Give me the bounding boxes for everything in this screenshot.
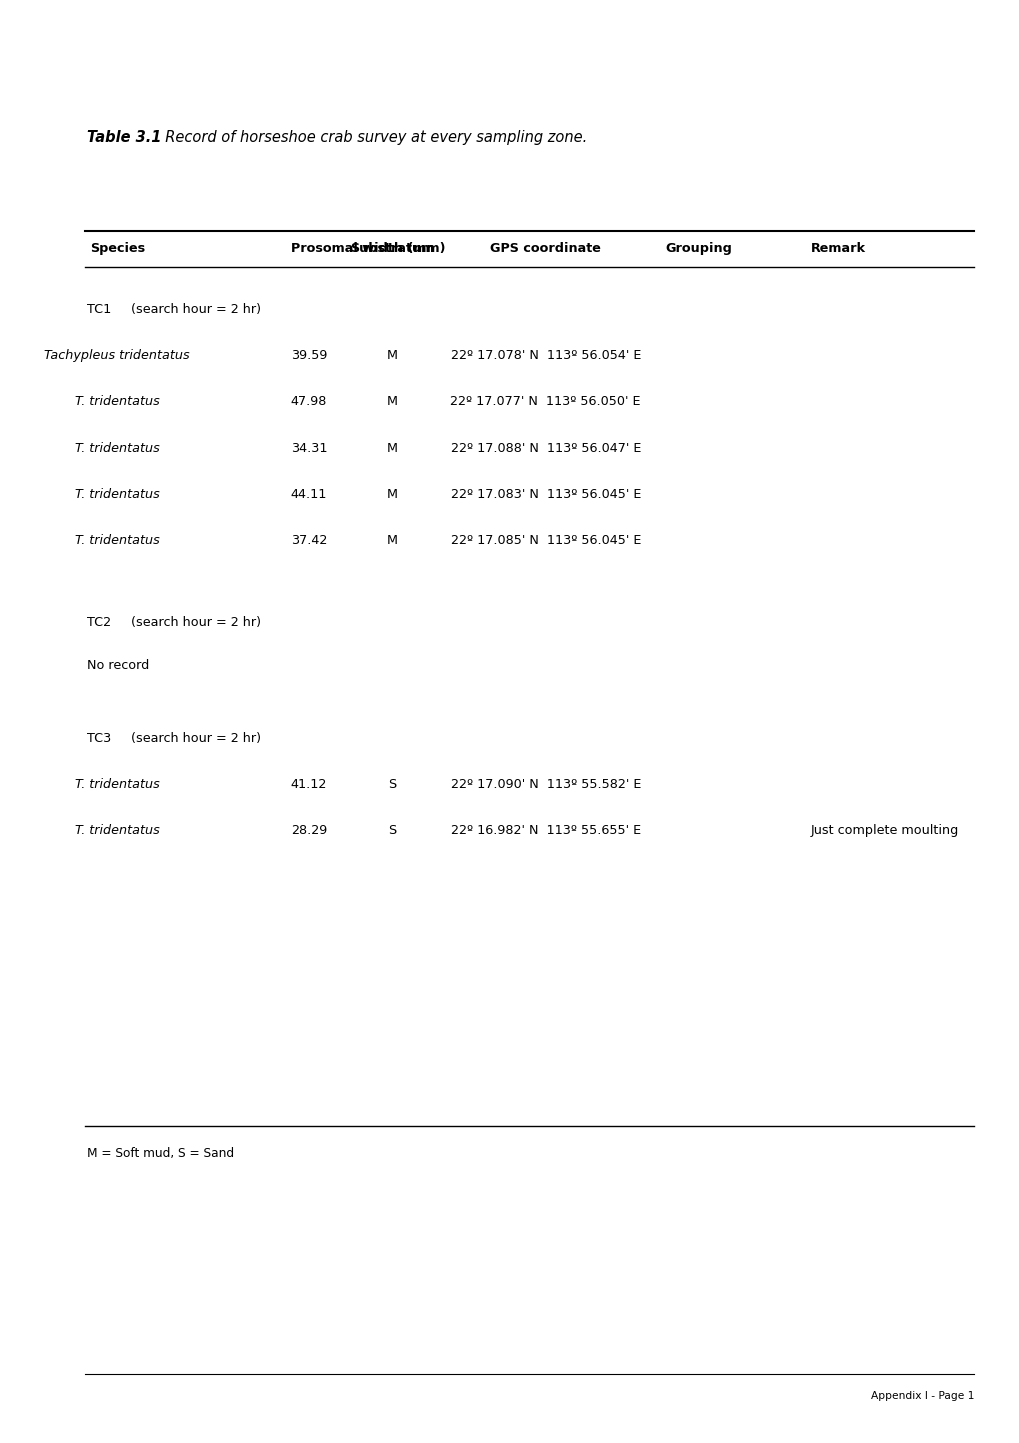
Text: 22º 17.077' N  113º 56.050' E: 22º 17.077' N 113º 56.050' E	[450, 395, 640, 408]
Text: Prosomal width (mm): Prosomal width (mm)	[290, 242, 444, 255]
Text: 22º 17.083' N  113º 56.045' E: 22º 17.083' N 113º 56.045' E	[450, 488, 640, 501]
Text: (search hour = 2 hr): (search hour = 2 hr)	[115, 732, 261, 745]
Text: . Record of horseshoe crab survey at every sampling zone.: . Record of horseshoe crab survey at eve…	[156, 130, 587, 144]
Text: (search hour = 2 hr): (search hour = 2 hr)	[115, 616, 261, 629]
Text: TC1: TC1	[87, 303, 111, 316]
Text: 37.42: 37.42	[290, 534, 327, 547]
Text: Species: Species	[90, 242, 145, 255]
Text: 22º 16.982' N  113º 55.655' E: 22º 16.982' N 113º 55.655' E	[450, 824, 640, 837]
Text: 41.12: 41.12	[290, 778, 327, 791]
Text: T. tridentatus: T. tridentatus	[74, 778, 160, 791]
Text: Just complete moulting: Just complete moulting	[810, 824, 958, 837]
Text: S: S	[388, 778, 396, 791]
Text: No record: No record	[87, 659, 149, 672]
Text: M = Soft mud, S = Sand: M = Soft mud, S = Sand	[87, 1147, 233, 1160]
Text: T. tridentatus: T. tridentatus	[74, 534, 160, 547]
Text: 39.59: 39.59	[290, 349, 327, 362]
Text: T. tridentatus: T. tridentatus	[74, 395, 160, 408]
Text: Tachypleus tridentatus: Tachypleus tridentatus	[45, 349, 190, 362]
Text: Table 3.1: Table 3.1	[87, 130, 161, 144]
Text: M: M	[387, 534, 397, 547]
Text: GPS coordinate: GPS coordinate	[490, 242, 600, 255]
Text: M: M	[387, 349, 397, 362]
Text: M: M	[387, 488, 397, 501]
Text: (search hour = 2 hr): (search hour = 2 hr)	[115, 303, 261, 316]
Text: Substratum: Substratum	[351, 242, 434, 255]
Text: T. tridentatus: T. tridentatus	[74, 442, 160, 455]
Text: TC2: TC2	[87, 616, 111, 629]
Text: 44.11: 44.11	[290, 488, 327, 501]
Text: 22º 17.078' N  113º 56.054' E: 22º 17.078' N 113º 56.054' E	[450, 349, 640, 362]
Text: Appendix I - Page 1: Appendix I - Page 1	[870, 1391, 973, 1401]
Text: TC3: TC3	[87, 732, 111, 745]
Text: Remark: Remark	[810, 242, 865, 255]
Text: Grouping: Grouping	[664, 242, 732, 255]
Text: M: M	[387, 442, 397, 455]
Text: 28.29: 28.29	[290, 824, 327, 837]
Text: 22º 17.090' N  113º 55.582' E: 22º 17.090' N 113º 55.582' E	[450, 778, 640, 791]
Text: 22º 17.085' N  113º 56.045' E: 22º 17.085' N 113º 56.045' E	[450, 534, 640, 547]
Text: 34.31: 34.31	[290, 442, 327, 455]
Text: M: M	[387, 395, 397, 408]
Text: S: S	[388, 824, 396, 837]
Text: 22º 17.088' N  113º 56.047' E: 22º 17.088' N 113º 56.047' E	[450, 442, 640, 455]
Text: T. tridentatus: T. tridentatus	[74, 824, 160, 837]
Text: T. tridentatus: T. tridentatus	[74, 488, 160, 501]
Text: 47.98: 47.98	[290, 395, 327, 408]
